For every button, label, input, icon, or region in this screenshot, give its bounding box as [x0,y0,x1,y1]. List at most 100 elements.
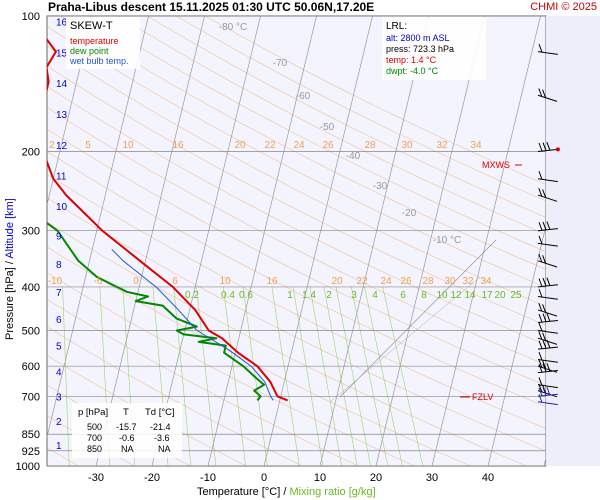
lrl-alt: alt: 2800 m ASL [386,33,450,43]
mixing-ratio-label: 4 [372,290,378,301]
wind-barb-shaft [537,178,558,183]
altitude-tick-label: 13 [56,110,68,121]
altitude-tick-label: 7 [56,288,62,299]
pressure-tick-label: 1000 [16,461,40,473]
wind-barb-feather [538,222,543,231]
isotherm-line [319,16,429,466]
dry-adiabat-label: 28 [364,140,376,151]
wind-barb-feather [538,235,543,245]
table-row-500-td: -21.4 [150,422,171,432]
table-header-p: p [hPa] [78,407,108,418]
wind-barb [537,363,558,374]
mixing-ratio-line [382,286,424,466]
dry-adiabat-line [47,107,546,366]
wind-barb-shaft [537,228,558,232]
lrl-box [382,17,486,80]
data-table-bg [72,403,182,458]
pressure-tick-label: 500 [22,326,40,338]
lrl-title: LRL: [386,21,407,32]
mixing-ratio-label: 17 [481,290,493,301]
altitude-tick-label: 14 [56,79,68,90]
wind-barb-feather [546,339,551,349]
altitude-tick-label: 6 [56,315,62,326]
mixing-ratio-label: 3 [351,290,357,301]
wind-barb-feather [542,277,547,287]
mixing-ratio-label: 12 [450,290,462,301]
isotherm-label: -80 °C [219,22,247,33]
wind-barb-shaft [537,260,558,268]
isotherm-line [431,16,541,466]
y-axis-pressure-label: Pressure [hPa] [4,267,16,340]
wind-barb-feather [538,331,543,340]
wind-barb [537,44,558,55]
dry-adiabat-label: 26 [322,140,334,151]
dry-adiabat-label: 5 [85,140,91,151]
dry-adiabat-label: 0 [133,276,139,287]
mixing-ratio-label: 6 [400,290,406,301]
wind-barb-feather [542,313,547,322]
altitude-tick-label: 3 [56,393,62,404]
wind-barb [537,235,558,247]
mixing-ratio-label: 0.2 [185,290,199,301]
y-axis-altitude-label: Altitude [km] [4,198,16,259]
wind-barb [537,188,558,202]
wind-barb-feather [538,340,543,349]
wind-barb-feather [538,171,543,180]
wind-barb-feather [538,44,543,53]
isotherm-line [95,16,205,466]
isotherm-label: -40 [346,151,361,162]
wind-barb-feather [546,363,551,372]
wind-barb [537,339,558,350]
wind-barb-feather [538,313,543,323]
wind-barb-feather [538,322,543,332]
dry-adiabat-line [47,45,546,307]
altitude-tick-label: 8 [56,260,62,271]
dry-adiabat-line [47,151,546,408]
dry-adiabat-line [47,128,546,386]
mixing-ratio-line [62,286,70,466]
wind-barb-feather [542,340,547,349]
temperature-tick-label: -20 [144,472,160,484]
wind-barb-feather [542,304,547,313]
wind-barb-feather [538,88,543,97]
dry-adiabat-label: 20 [234,140,246,151]
wind-barb-feather [538,303,543,312]
isotherm-line [375,16,485,466]
temperature-tick-label: 20 [370,472,382,484]
wind-barb-feather [542,255,547,264]
pressure-tick-label: 925 [22,446,40,458]
pressure-tick-label: 600 [22,361,40,373]
table-row-850-td: NA [158,444,171,454]
temperature-tick-label: 0 [261,472,267,484]
dry-adiabat-label: 24 [380,276,392,287]
wind-barb-feather [546,313,551,322]
dry-adiabat-label: 6 [172,276,178,287]
dry-adiabat-label: 10 [122,140,134,151]
mixing-ratio-label: 1.4 [302,290,316,301]
wind-barb [537,377,558,389]
table-row-500-t: -15.7 [116,422,137,432]
dry-adiabat-label: 10 [219,276,231,287]
x-axis-temp-label: Temperature [°C] [197,486,280,498]
dry-adiabat-label: 28 [422,276,434,287]
isotherm-line [47,16,149,439]
wind-barb-feather [538,188,543,197]
isotherm-label: -60 [296,91,311,102]
mxws-label: MXWS [482,160,510,170]
altitude-tick-label: 2 [56,417,62,428]
wind-barb [537,303,558,317]
wind-barb-feather [542,142,547,151]
dry-adiabat-label: 30 [444,276,456,287]
wind-barb-feather [538,278,543,287]
mixing-ratio-line [173,286,192,466]
wind-barb [537,88,558,102]
dry-adiabat-line [47,25,546,289]
dry-adiabat-line [60,16,546,270]
mixing-ratio-label: 20 [494,290,506,301]
wind-barb-feather [546,142,551,151]
lrl-dwpt: dwpt: -4.0 °C [386,66,439,76]
wind-barb [537,351,558,363]
mixing-ratio-label: 2 [326,290,332,301]
table-row-500-p: 500 [87,422,102,432]
table-row-700-p: 700 [87,433,102,443]
